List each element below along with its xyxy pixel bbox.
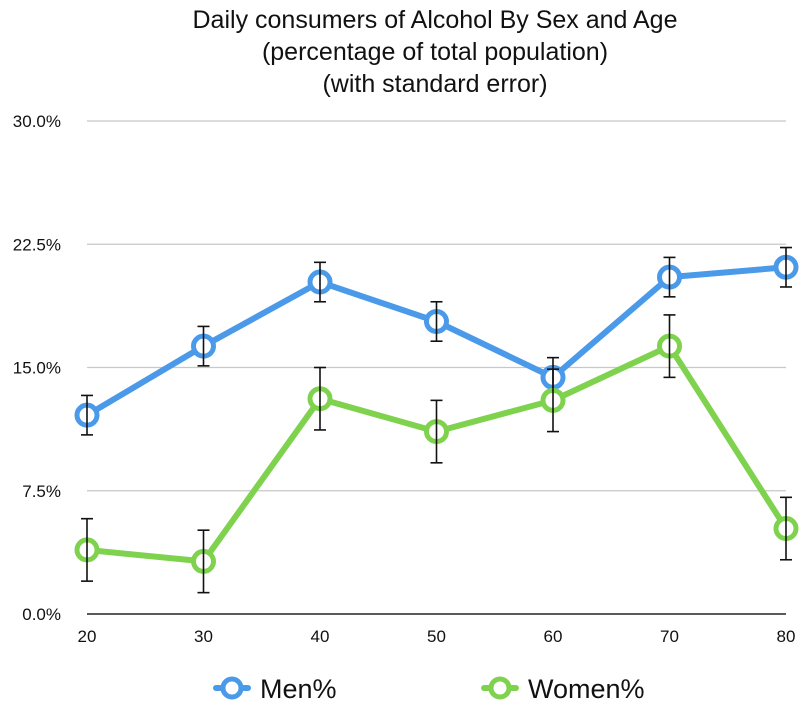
legend-swatch-marker [488, 676, 512, 700]
chart-title-line-3: (with standard error) [322, 70, 547, 98]
error-bar [663, 314, 676, 379]
grid [87, 120, 786, 615]
x-tick-label: 40 [311, 627, 330, 646]
y-tick-label: 30.0% [13, 112, 61, 131]
error-bar [314, 261, 326, 303]
x-axis-ticks: 20 30 40 50 60 70 80 [78, 627, 796, 646]
error-bar [81, 394, 93, 436]
x-tick-label: 70 [660, 627, 679, 646]
chart-title-line-2: (percentage of total population) [262, 38, 608, 66]
x-tick-label: 50 [427, 627, 446, 646]
series-men [74, 246, 799, 436]
series-women [74, 314, 799, 594]
error-bar [197, 325, 210, 367]
x-tick-label: 30 [194, 627, 213, 646]
y-tick-label: 0.0% [22, 605, 61, 624]
legend: Men% Women% [213, 674, 645, 704]
legend-label: Women% [528, 674, 645, 704]
error-bar [547, 368, 559, 433]
x-tick-label: 60 [544, 627, 563, 646]
legend-swatch-marker [220, 676, 244, 700]
legend-item: Women% [481, 674, 645, 704]
chart-title: Daily consumers of Alcohol By Sex and Ag… [193, 6, 678, 98]
error-bar [780, 246, 792, 288]
error-bar [197, 529, 210, 594]
error-bar [780, 496, 792, 561]
error-bar [81, 517, 93, 582]
chart-title-line-1: Daily consumers of Alcohol By Sex and Ag… [193, 6, 678, 34]
error-bar [430, 399, 443, 464]
legend-label: Men% [260, 674, 337, 704]
y-tick-label: 22.5% [13, 235, 61, 254]
error-bar [430, 300, 443, 343]
x-tick-label: 80 [777, 627, 796, 646]
legend-item: Men% [213, 674, 337, 704]
series-layer [74, 246, 799, 594]
y-tick-label: 7.5% [22, 482, 61, 501]
y-tick-label: 15.0% [13, 359, 61, 378]
error-bar [663, 256, 676, 298]
y-axis-ticks: 0.0% 7.5% 15.0% 22.5% 30.0% [13, 112, 61, 624]
x-tick-label: 20 [78, 627, 97, 646]
error-bar [314, 366, 326, 431]
